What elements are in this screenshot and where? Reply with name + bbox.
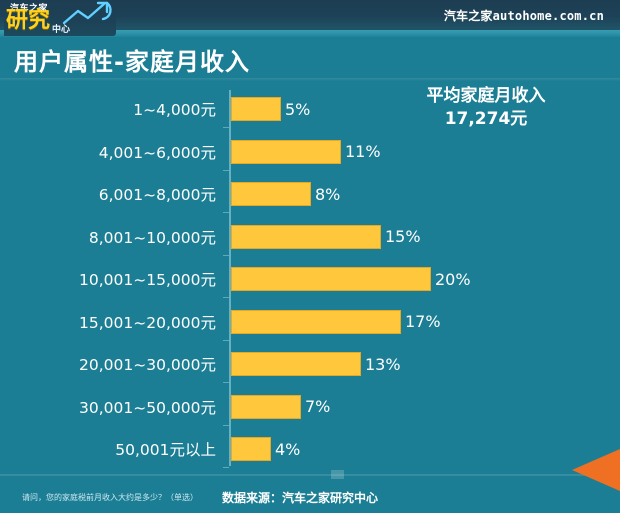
chart-row: 1~4,000元 5%: [0, 90, 620, 128]
category-label: 8,001~10,000元: [88, 228, 216, 247]
logo-main-text: 研究: [6, 8, 51, 33]
chart-row: 4,001~6,000元 11%: [0, 133, 620, 171]
average-callout: 平均家庭月收入 17,274元: [376, 86, 596, 131]
axis-tick: [223, 212, 229, 213]
average-callout-label: 平均家庭月收入: [426, 86, 546, 106]
bar: [231, 394, 301, 419]
axis-tick: [223, 424, 229, 426]
slide-marker: [331, 470, 344, 479]
brand-website-cn: 汽车之家: [443, 9, 493, 23]
orange-triangle-icon: [572, 449, 620, 491]
bar-value-label: 20%: [435, 269, 471, 289]
chart-row: 15,001~20,000元 17%: [0, 303, 620, 341]
category-label: 30,001~50,000元: [79, 398, 216, 417]
bar-value-label: 7%: [305, 397, 331, 416]
average-callout-value: 17,274元: [444, 109, 528, 130]
chart-row: 6,001~8,000元 8%: [0, 175, 620, 213]
page-title: 用户属性-家庭月收入: [14, 48, 250, 76]
bar-value-label: 15%: [385, 227, 421, 246]
bar-value-label: 4%: [275, 439, 301, 459]
bar-value-label: 5%: [285, 99, 311, 119]
axis-tick: [223, 297, 229, 298]
bar: [231, 139, 341, 164]
bar: [231, 97, 281, 121]
chart-rows: 1~4,000元 5% 4,001~6,000元 11% 6,001~8,000元 8% 8…: [0, 86, 620, 476]
survey-question-text: 请问，您的家庭税前月收入大约是多少？（单选）: [22, 493, 198, 502]
brand-website-domain: autohome.com.cn: [492, 9, 604, 23]
bar-value-label: 8%: [315, 184, 341, 204]
chart-row: 10,001~15,000元 20%: [0, 260, 620, 298]
logo-top-text: 汽车之家: [10, 4, 49, 14]
chart-row: 30,001~50,000元 7%: [0, 388, 620, 426]
bar-value-label: 13%: [365, 354, 401, 374]
category-label: 6,001~8,000元: [98, 186, 216, 204]
axis-tick: [223, 254, 229, 256]
bar: [231, 224, 381, 249]
data-source-label: 数据来源：汽车之家研究中心: [222, 491, 379, 505]
category-label: 4,001~6,000元: [98, 143, 216, 162]
category-label: 50,001元以上: [115, 441, 216, 459]
axis-tick: [223, 382, 229, 383]
brand-website-label: 汽车之家autohome.com.cn: [444, 7, 604, 24]
income-bar-chart: 1~4,000元 5% 4,001~6,000元 11% 6,001~8,000元 8% 8…: [0, 86, 620, 476]
category-label: 15,001~20,000元: [79, 313, 216, 332]
axis-tick: [223, 169, 229, 171]
title-divider: [0, 78, 620, 81]
chart-axis-line: [229, 90, 231, 466]
top-bar-highlight: [0, 28, 620, 37]
bar: [231, 437, 271, 461]
bar-value-label: 11%: [345, 142, 381, 161]
logo-sub-text: 中心: [52, 25, 71, 35]
axis-tick: [223, 339, 229, 341]
axis-tick: [223, 127, 229, 128]
bar: [231, 182, 311, 206]
swoosh-arrow-icon: [62, 1, 112, 25]
chart-row: 20,001~30,000元 13%: [0, 345, 620, 383]
category-label: 20,001~30,000元: [79, 356, 216, 374]
footer-divider: [0, 474, 620, 476]
chart-row: 50,001元以上 4%: [0, 430, 620, 468]
chart-row: 8,001~10,000元 15%: [0, 218, 620, 256]
axis-tick: [223, 467, 229, 468]
category-label: 1~4,000元: [133, 101, 216, 119]
bar: [231, 267, 431, 291]
autohome-research-logo: 汽车之家 研究 中心: [4, 0, 116, 36]
bar: [231, 309, 401, 334]
bar: [231, 352, 361, 376]
bar-value-label: 17%: [405, 312, 441, 331]
category-label: 10,001~15,000元: [79, 271, 216, 289]
